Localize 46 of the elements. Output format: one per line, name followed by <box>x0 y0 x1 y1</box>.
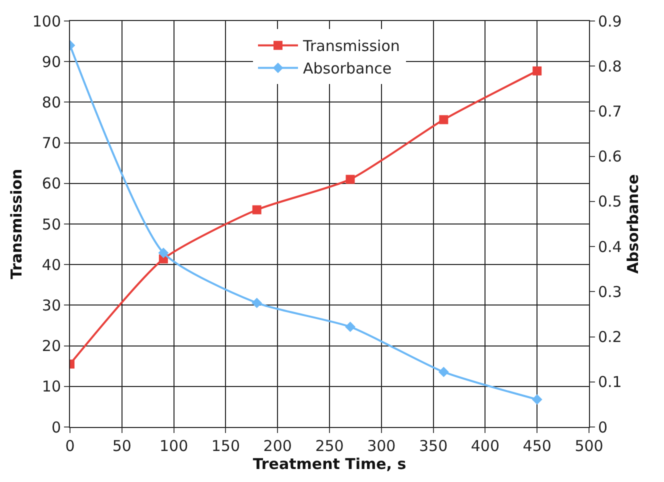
x-tick-label: 500 <box>574 437 604 455</box>
x-tick-label: 250 <box>315 437 344 455</box>
y-tick-label: 90 <box>42 52 61 71</box>
y-tick-label: 50 <box>42 215 61 234</box>
x-tick-label: 0 <box>65 437 75 455</box>
point <box>532 394 542 405</box>
y-tick-label: 100 <box>32 12 61 30</box>
point <box>345 322 356 332</box>
point <box>439 115 448 124</box>
y-tick-label: 80 <box>42 93 61 112</box>
y2-tick-label: 0.4 <box>598 238 622 256</box>
point <box>346 174 355 184</box>
y-tick-label: 0 <box>51 418 61 436</box>
y2-tick-label: 0.2 <box>598 328 622 346</box>
x-tick-label: 200 <box>263 437 292 455</box>
y2-tick-label: 0.8 <box>598 57 622 76</box>
x-tick-label: 400 <box>470 437 500 455</box>
y2-tick-label: 0.7 <box>598 102 622 120</box>
x-tick-label: 150 <box>211 437 240 455</box>
y2-tick-label: 0.5 <box>598 192 622 211</box>
y2-tick-label: 0 <box>598 418 608 436</box>
y-tick-label: 70 <box>42 134 61 152</box>
y-tick-label: 60 <box>42 174 61 193</box>
y-tick-label: 10 <box>42 378 61 396</box>
point <box>252 298 262 308</box>
point <box>158 248 169 258</box>
y2-tick-label: 0.1 <box>598 373 622 392</box>
x-tick-label: 300 <box>367 437 396 455</box>
y2-tick-label: 0.9 <box>598 12 622 30</box>
y-tick-label: 30 <box>42 296 61 314</box>
y2-axis-title: Absorbance <box>624 174 642 274</box>
y-tick-label: 20 <box>42 337 61 356</box>
legend-label: Absorbance <box>303 60 392 78</box>
point <box>438 366 449 378</box>
x-tick-label: 450 <box>522 437 552 455</box>
point <box>532 66 542 76</box>
y-tick-label: 40 <box>42 256 61 274</box>
y2-tick-label: 0.3 <box>598 282 622 301</box>
x-tick-label: 350 <box>418 437 448 455</box>
x-axis-title: Treatment Time, s <box>252 455 406 473</box>
legend-label: Transmission <box>302 37 400 56</box>
x-tick-label: 100 <box>159 437 188 455</box>
x-tick-label: 50 <box>112 437 132 455</box>
point <box>252 205 262 214</box>
y-axis-title: Transmission <box>8 168 26 280</box>
y2-tick-label: 0.6 <box>598 148 622 166</box>
